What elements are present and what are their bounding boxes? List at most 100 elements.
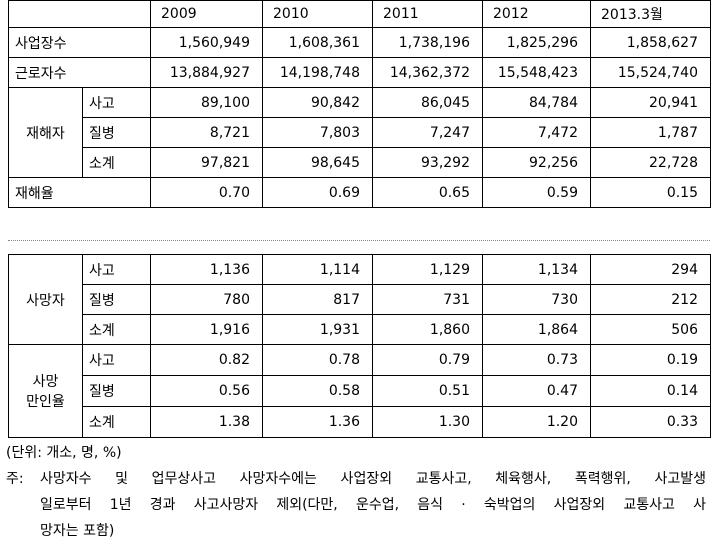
value-cell: 22,728 <box>590 147 711 178</box>
value-cell: 0.65 <box>372 177 483 208</box>
value-cell: 730 <box>482 284 591 315</box>
value-cell: 0.51 <box>372 375 483 407</box>
header-row: 2009 2010 2011 2012 2013.3월 <box>8 0 711 28</box>
value-cell: 1,787 <box>590 117 711 148</box>
year-header: 2010 <box>262 0 373 28</box>
year-header: 2013.3월 <box>590 0 711 28</box>
note-row: 주: 사망자수 및 업무상사고 사망자수에는 사업장외 교통사고, 체육행사, 폭… <box>6 466 706 492</box>
year-header: 2012 <box>482 0 591 28</box>
note-prefix <box>6 518 40 542</box>
group-label-line: 만인율 <box>26 394 65 410</box>
value-cell: 0.14 <box>590 375 711 407</box>
unit-note: (단위: 개소, 명, %) <box>6 445 122 461</box>
row-label: 질병 <box>82 117 151 148</box>
value-cell: 780 <box>150 284 263 315</box>
value-cell: 1,860 <box>372 314 483 345</box>
year-header: 2011 <box>372 0 483 28</box>
value-cell: 84,784 <box>482 87 591 118</box>
data-row: 근로자수 13,884,927 14,198,748 14,362,372 15,548… <box>8 57 711 88</box>
value-cell: 97,821 <box>150 147 263 178</box>
row-label: 근로자수 <box>8 57 151 88</box>
value-cell: 92,256 <box>482 147 591 178</box>
value-cell: 1,560,949 <box>150 27 263 58</box>
value-cell: 1,858,627 <box>590 27 711 58</box>
value-cell: 13,884,927 <box>150 57 263 88</box>
data-row: 사망 만인율 사고 0.82 0.78 0.79 0.73 0.19 <box>8 344 711 438</box>
note-row: 일로부터 1년 경과 사고사망자 제외(다만, 운수업, 음식 · 숙박업의 사… <box>6 492 706 518</box>
group-label-text: 재해자 <box>26 125 65 142</box>
value-cell: 7,472 <box>482 117 591 148</box>
value-cell: 1,916 <box>150 314 263 345</box>
year-header: 2009 <box>150 0 263 28</box>
row-label: 질병 <box>82 284 151 315</box>
value-cell: 212 <box>590 284 711 315</box>
value-cell: 15,548,423 <box>482 57 591 88</box>
value-cell: 731 <box>372 284 483 315</box>
data-row: 질병 0.56 0.58 0.51 0.47 0.14 <box>9 375 711 407</box>
value-cell: 1,864 <box>482 314 591 345</box>
data-row: 사업장수 1,560,949 1,608,361 1,738,196 1,825,296… <box>8 27 711 58</box>
note-line: 일로부터 1년 경과 사고사망자 제외(다만, 운수업, 음식 · 숙박업의 사… <box>40 497 706 513</box>
separator <box>8 240 710 241</box>
row-label: 소계 <box>82 406 151 438</box>
value-cell: 0.56 <box>150 375 263 407</box>
value-cell: 0.82 <box>150 344 263 376</box>
value-cell: 1,129 <box>372 254 483 285</box>
value-cell: 1,114 <box>262 254 373 285</box>
data-row: 재해율 0.70 0.69 0.65 0.59 0.15 <box>8 177 711 208</box>
data-row: 소계 1,916 1,931 1,860 1,864 506 <box>9 314 711 345</box>
value-cell: 0.47 <box>482 375 591 407</box>
note-line: 망자는 포함) <box>40 523 115 539</box>
row-label: 소계 <box>82 314 151 345</box>
value-cell: 86,045 <box>372 87 483 118</box>
value-cell: 7,247 <box>372 117 483 148</box>
row-label: 사업장수 <box>8 27 151 58</box>
data-row: 소계 97,821 98,645 93,292 92,256 22,728 <box>9 147 711 178</box>
corner-cell <box>8 0 151 28</box>
value-cell: 1,608,361 <box>262 27 373 58</box>
value-cell: 0.69 <box>262 177 373 208</box>
death-table: 사망자 사고 1,136 1,114 1,129 1,134 294 질병 780 817 731 7… <box>8 254 711 438</box>
value-cell: 98,645 <box>262 147 373 178</box>
value-cell: 817 <box>262 284 373 315</box>
value-cell: 0.19 <box>590 344 711 376</box>
note-row: 망자는 포함) <box>6 518 706 542</box>
data-row: 사망자 사고 1,136 1,114 1,129 1,134 294 <box>8 254 711 345</box>
value-cell: 1.38 <box>150 406 263 438</box>
value-cell: 0.73 <box>482 344 591 376</box>
footnote: 주: 사망자수 및 업무상사고 사망자수에는 사업장외 교통사고, 체육행사, 폭… <box>6 466 706 542</box>
row-label: 질병 <box>82 375 151 407</box>
value-cell: 0.58 <box>262 375 373 407</box>
value-cell: 1,136 <box>150 254 263 285</box>
group-label: 재해자 <box>8 87 83 178</box>
value-cell: 0.15 <box>590 177 711 208</box>
stats-table: 2009 2010 2011 2012 2013.3월 사업장수 1,560,949 1,60… <box>8 0 711 208</box>
note-prefix: 주: <box>6 471 24 487</box>
group-label-line: 사망 <box>32 374 59 390</box>
value-cell: 0.78 <box>262 344 373 376</box>
row-label: 재해율 <box>8 177 151 208</box>
value-cell: 15,524,740 <box>590 57 711 88</box>
row-label: 사고 <box>82 254 151 285</box>
row-label: 사고 <box>82 87 151 118</box>
value-cell: 89,100 <box>150 87 263 118</box>
value-cell: 90,842 <box>262 87 373 118</box>
value-cell: 0.33 <box>590 406 711 438</box>
value-cell: 7,803 <box>262 117 373 148</box>
group-label-text: 사망자 <box>26 292 65 309</box>
row-label: 소계 <box>82 147 151 178</box>
value-cell: 1.36 <box>262 406 373 438</box>
value-cell: 294 <box>590 254 711 285</box>
value-cell: 1,931 <box>262 314 373 345</box>
value-cell: 14,198,748 <box>262 57 373 88</box>
value-cell: 1,825,296 <box>482 27 591 58</box>
value-cell: 14,362,372 <box>372 57 483 88</box>
value-cell: 0.79 <box>372 344 483 376</box>
value-cell: 0.70 <box>150 177 263 208</box>
note-line: 사망자수 및 업무상사고 사망자수에는 사업장외 교통사고, 체육행사, 폭력행… <box>40 471 706 487</box>
value-cell: 506 <box>590 314 711 345</box>
data-row: 질병 8,721 7,803 7,247 7,472 1,787 <box>9 117 711 148</box>
data-row: 소계 1.38 1.36 1.30 1.20 0.33 <box>9 406 711 438</box>
data-row: 질병 780 817 731 730 212 <box>9 284 711 315</box>
